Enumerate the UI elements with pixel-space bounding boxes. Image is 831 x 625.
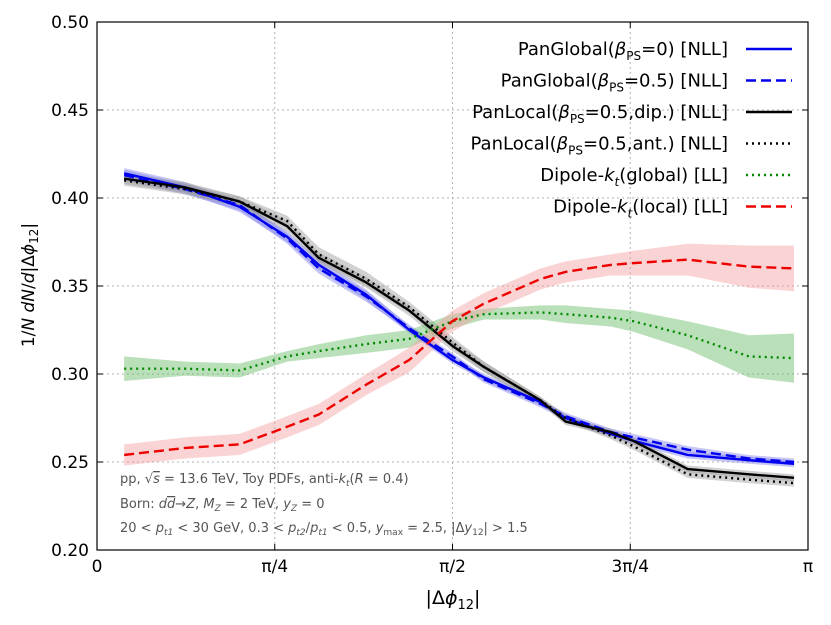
annotation-line-2: Born: dd→Z, MZ = 2 TeV, yZ = 0 <box>120 497 325 514</box>
y-tick-label: 0.20 <box>51 541 89 561</box>
grid-lines <box>97 22 808 550</box>
y-tick-label: 0.30 <box>51 365 89 385</box>
y-tick-label: 0.25 <box>51 453 89 473</box>
x-axis-label: |Δϕ12| <box>426 587 481 613</box>
legend: PanGlobal(βPS=0) [NLL] PanGlobal(βPS=0.5)… <box>471 39 792 221</box>
annotation-block: pp, √s = 13.6 TeV, Toy PDFs, anti-kt(R =… <box>120 472 528 538</box>
legend-entry-6: Dipole-kt(local) [LL] <box>553 197 792 221</box>
line-series-2 <box>123 173 795 464</box>
annotation-line-1: pp, √s = 13.6 TeV, Toy PDFs, anti-kt(R =… <box>120 472 409 489</box>
band-series-6 <box>124 243 795 466</box>
legend-entry-3: PanLocal(βPS=0.5,dip.) [NLL] <box>472 102 792 126</box>
y-tick-label: 0.50 <box>51 13 89 33</box>
legend-entry-2: PanGlobal(βPS=0.5) [NLL] <box>501 71 792 95</box>
legend-label: Dipole-kt(local) [LL] <box>553 197 728 221</box>
x-tick-label: π/4 <box>261 557 288 577</box>
legend-entry-1: PanGlobal(βPS=0) [NLL] <box>518 39 792 63</box>
legend-label: PanLocal(βPS=0.5,dip.) [NLL] <box>472 102 728 126</box>
legend-label: PanGlobal(βPS=0.5) [NLL] <box>501 71 728 95</box>
legend-label: PanGlobal(βPS=0) [NLL] <box>518 39 728 63</box>
axis-ticks: 0 π/4 π/2 3π/4 π 0.20 0.25 0.30 0.35 0.40 0.45 0.50 <box>51 13 813 577</box>
line-series-1 <box>123 172 795 465</box>
legend-entry-5: Dipole-kt(global) [LL] <box>540 165 792 189</box>
y-tick-label: 0.45 <box>51 101 89 121</box>
y-axis-label: 1/N dN/d|Δϕ12| <box>19 223 41 347</box>
series-lines <box>123 172 795 485</box>
legend-label: PanLocal(βPS=0.5,ant.) [NLL] <box>471 134 729 158</box>
x-tick-label: π <box>803 557 813 577</box>
legend-entry-4: PanLocal(βPS=0.5,ant.) [NLL] <box>471 134 792 158</box>
line-series-6 <box>124 258 795 457</box>
line-series-3 <box>123 177 795 480</box>
x-tick-label: 3π/4 <box>611 557 649 577</box>
legend-label: Dipole-kt(global) [LL] <box>540 165 728 189</box>
y-tick-label: 0.40 <box>51 189 89 209</box>
annotation-line-3: 20 < pt1 < 30 GeV, 0.3 < pt2/pt1 < 0.5, … <box>120 521 528 538</box>
y-tick-label: 0.35 <box>51 277 89 297</box>
x-tick-label: π/2 <box>439 557 466 577</box>
x-tick-label: 0 <box>92 557 103 577</box>
band-series-5 <box>124 305 795 383</box>
